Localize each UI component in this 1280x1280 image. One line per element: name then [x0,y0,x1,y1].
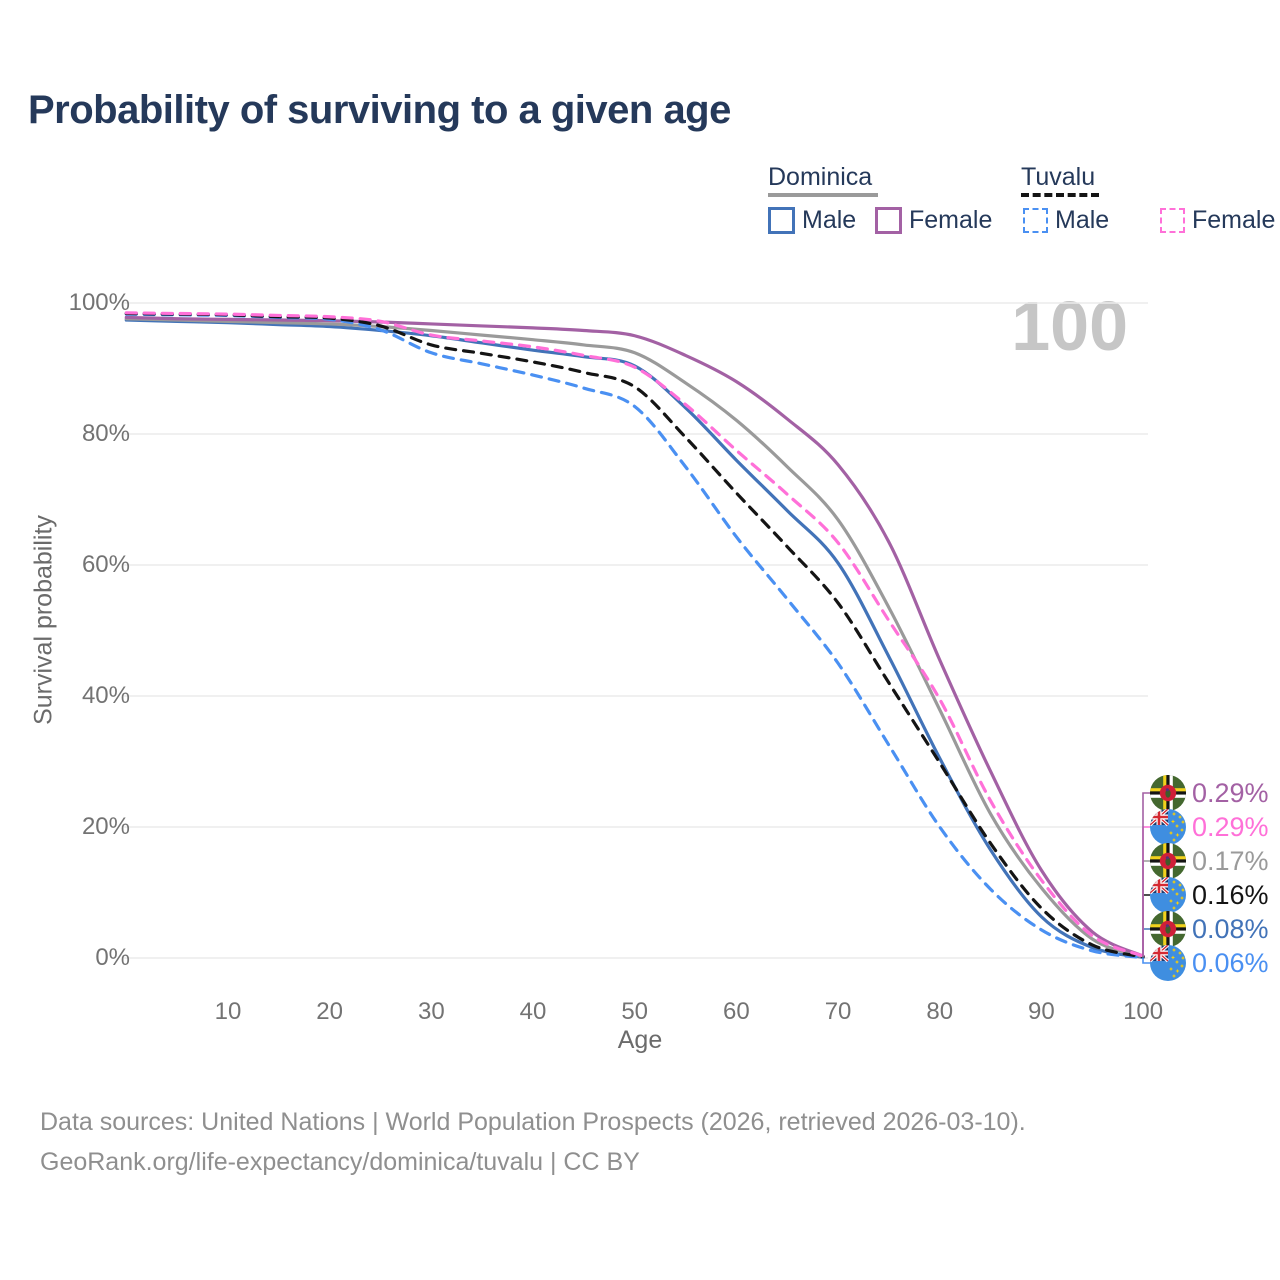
y-tick-label: 80% [81,420,130,447]
legend-underline-tuvalu [1021,193,1099,197]
y-tick-label: 0% [95,944,130,971]
y-tick-label: 100% [68,289,130,316]
leader-line [1142,928,1150,958]
end-label-dominica-male: 0.08% [1150,911,1269,947]
y-tick-label: 60% [81,551,130,578]
y-tick-label: 40% [81,682,130,709]
end-label-tuvalu-female: 0.29% [1150,809,1269,845]
x-tick-label: 100 [1123,998,1164,1025]
legend-country-tuvalu[interactable]: Tuvalu [1021,163,1096,191]
legend-item-dominica-male[interactable]: Male [768,206,856,235]
legend-swatch-dominica-male [768,207,795,234]
legend-underline-dominica [768,193,878,197]
end-label-value: 0.29% [1192,777,1269,808]
dominica-flag-icon [1150,911,1186,947]
legend-item-label: Female [1192,206,1276,234]
leader-line [1142,894,1150,957]
series-line-dominica-female [124,315,1145,958]
y-tick-label: 20% [81,813,130,840]
legend-country-dominica[interactable]: Dominica [768,163,873,191]
end-label-value: 0.16% [1192,879,1269,910]
legend-swatch-dominica-female [875,207,902,234]
data-source-note: Data sources: United Nations | World Pop… [40,1108,1026,1136]
legend-item-label: Male [1055,206,1110,234]
x-tick-label: 30 [417,998,445,1025]
x-tick-label: 70 [824,998,852,1025]
leader-line [1142,792,1150,957]
end-label-dominica-both-sexes: 0.17% [1150,843,1269,879]
tuvalu-flag-icon [1150,877,1186,913]
y-axis-title: Survival probability [29,515,58,725]
x-tick-label: 40 [519,998,547,1025]
dominica-flag-icon [1150,843,1186,879]
age-counter-watermark: 100 [1011,287,1128,365]
x-tick-label: 60 [723,998,750,1025]
end-label-value: 0.08% [1192,913,1269,944]
end-label-dominica-female: 0.29% [1150,775,1269,811]
end-label-tuvalu-male: 0.06% [1150,945,1269,981]
end-label-value: 0.17% [1192,845,1269,876]
series-line-tuvalu-female [124,311,1145,958]
tuvalu-flag-icon [1150,809,1186,845]
dominica-flag-icon [1150,775,1186,811]
legend-item-dominica-female[interactable]: Female [875,206,992,235]
chart-title: Probability of surviving to a given age [28,88,731,132]
x-tick-label: 90 [1028,998,1055,1025]
leader-line [1142,860,1150,957]
legend-item-tuvalu-male[interactable]: Male [1023,206,1109,235]
end-label-value: 0.29% [1192,811,1269,842]
leader-line [1142,826,1150,957]
x-tick-label: 50 [621,998,649,1025]
series-line-tuvalu-male [124,312,1145,960]
legend-item-tuvalu-female[interactable]: Female [1160,206,1275,235]
legend-item-label: Female [909,206,993,234]
attribution-note: GeoRank.org/life-expectancy/dominica/tuv… [40,1148,640,1176]
x-axis-title: Age [617,1026,663,1054]
x-tick-label: 20 [316,998,343,1025]
leader-line [1142,957,1150,964]
series-line-dominica-both-sexes [124,317,1145,959]
legend-swatch-tuvalu-female [1160,208,1185,233]
series-line-dominica-male [124,318,1145,960]
legend-swatch-tuvalu-male [1023,208,1048,233]
x-tick-label: 10 [214,998,242,1025]
end-label-value: 0.06% [1192,947,1269,978]
x-tick-label: 80 [926,998,954,1025]
series-line-tuvalu-both-sexes [124,311,1145,959]
legend-item-label: Male [802,206,857,234]
end-label-tuvalu-both-sexes: 0.16% [1150,877,1269,913]
tuvalu-flag-icon [1150,945,1186,981]
